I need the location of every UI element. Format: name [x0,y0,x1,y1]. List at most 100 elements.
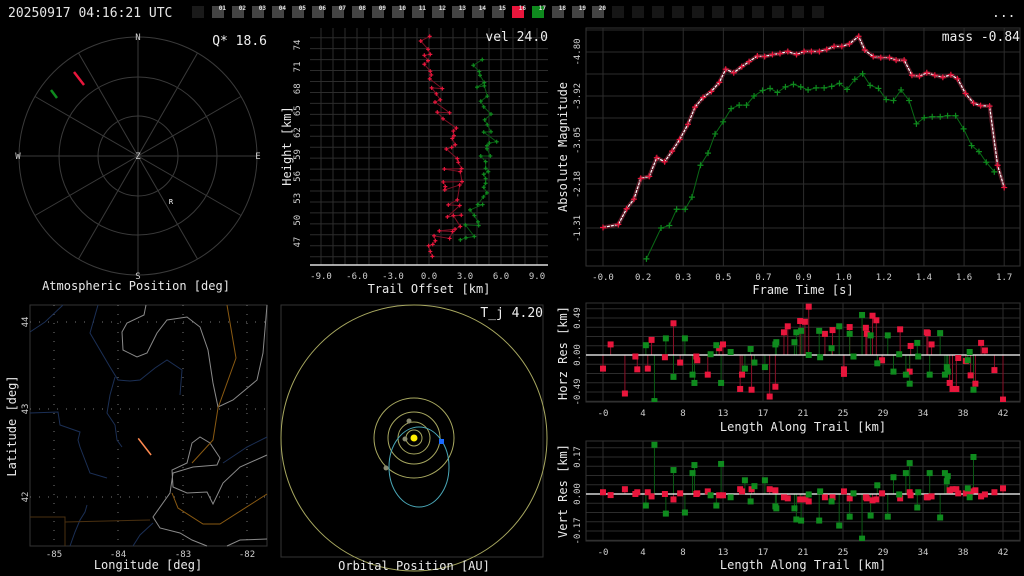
red-magnitude-point [708,88,715,95]
green-magnitude-point [736,102,743,109]
green-magnitude-point [867,82,874,89]
green-residual-point [859,311,866,318]
green-magnitude-point [743,102,750,109]
frame-button-09[interactable] [372,6,384,18]
red-residual-point [862,324,869,331]
frame-button-20[interactable] [592,6,604,18]
red-magnitude-point [630,196,637,203]
green-residual-point [836,522,843,529]
red-trail-point [451,133,456,138]
x-tick-label: 1.2 [876,273,892,283]
menu-button[interactable]: ... [992,6,1015,21]
red-residual-point [772,383,779,390]
red-magnitude-point [861,46,868,53]
green-residual-point [713,502,720,509]
red-residual-point [607,492,614,499]
data-marks [586,441,1020,541]
x-tick-label: -3.0 [382,272,404,282]
red-magnitude-point [994,162,1001,169]
red-residual-point [797,318,804,325]
y-tick-label: 65 [293,105,303,116]
red-magnitude-point [901,57,908,64]
red-magnitude-point [893,57,900,64]
red-trail-point [429,85,434,90]
red-residual-point [869,497,876,504]
green-magnitude-point [705,150,712,157]
frame-button-03[interactable] [252,6,264,18]
green-magnitude-point [937,113,944,120]
y-tick-label: -4.80 [573,38,583,65]
frame-button-02[interactable] [232,6,244,18]
sun-icon [410,434,418,442]
horz_res-chart: -0 4 8 13 17 21 25 29 34 38 42 0.49 0.00 -0.49 Length … [556,302,1021,434]
frame-button-01[interactable] [212,6,224,18]
red-residual-point [991,367,998,374]
red-trail-point [457,182,462,187]
green-magnitude-point [767,85,774,92]
frame-button-17[interactable] [532,6,544,18]
red-magnitude-point [923,69,930,76]
green-trail-point [472,213,477,218]
frame-slot-empty [652,6,664,18]
green-magnitude-point [673,206,680,213]
red-residual-point [621,390,628,397]
frame-button-04[interactable] [272,6,284,18]
green-residual-point [670,373,677,380]
green-residual-point [846,330,853,337]
frame-button-06[interactable] [312,6,324,18]
green-magnitude-point [906,97,913,104]
green-residual-point [689,371,696,378]
green-trail-point [489,129,494,134]
frame-slot-empty [792,6,804,18]
red-magnitude-point [722,66,729,73]
green-residual-point [890,368,897,375]
green-trail-point [483,181,488,186]
green-magnitude-point [688,194,695,201]
trail-chart: -9.0 -6.0 -3.0 0.0 3.0 6.0 9.0 74 71 68 65 62 59 56 53… [280,28,548,296]
red-trail-point [434,91,439,96]
lat-tick: 43 [21,404,31,415]
frame-label: 03 [259,5,267,12]
frame-button-15[interactable] [492,6,504,18]
green-residual-point [850,490,857,497]
red-trail-point [428,52,433,57]
red-magnitude-point [692,104,699,111]
green-residual-point [867,512,874,519]
red-magnitude-point [831,43,838,50]
red-magnitude-point [970,100,977,107]
y-tick-label: -3.05 [573,127,583,154]
frame-button-11[interactable] [412,6,424,18]
frame-button-07[interactable] [332,6,344,18]
frame-button-18[interactable] [552,6,564,18]
green-trail-point [468,207,473,212]
green-residual-point [966,348,973,355]
red-magnitude-point [823,46,830,53]
red-residual-point [962,490,969,497]
frame-button-05[interactable] [292,6,304,18]
red-residual-point [634,489,641,496]
frame-selector[interactable]: 01 02 03 04 05 06 07 08 09 10 11 12 13 14 15 16 17 18 19 20 [192,5,824,18]
red-residual-point [829,494,836,501]
x-tick-label: 6.0 [493,272,509,282]
green-residual-point [884,513,891,520]
frame-button-10[interactable] [392,6,404,18]
frame-button-08[interactable] [352,6,364,18]
green-residual-point [941,371,948,378]
red-residual-point [949,385,956,392]
red-residual-point [840,366,847,373]
red-trail-point [433,238,438,243]
frame-button-12[interactable] [432,6,444,18]
frame-button-13[interactable] [452,6,464,18]
green-trail-point [482,117,487,122]
red-residual-point [907,492,914,499]
green-magnitude-point [774,89,781,96]
red-trail-point [440,86,445,91]
red-residual-point [846,324,853,331]
frame-button-16[interactable] [512,6,524,18]
green-residual-point [751,483,758,490]
red-magnitude-point [730,69,737,76]
frame-button-14[interactable] [472,6,484,18]
frame-slot-empty [192,6,204,18]
frame-button-19[interactable] [572,6,584,18]
plot-frame [585,440,1021,542]
